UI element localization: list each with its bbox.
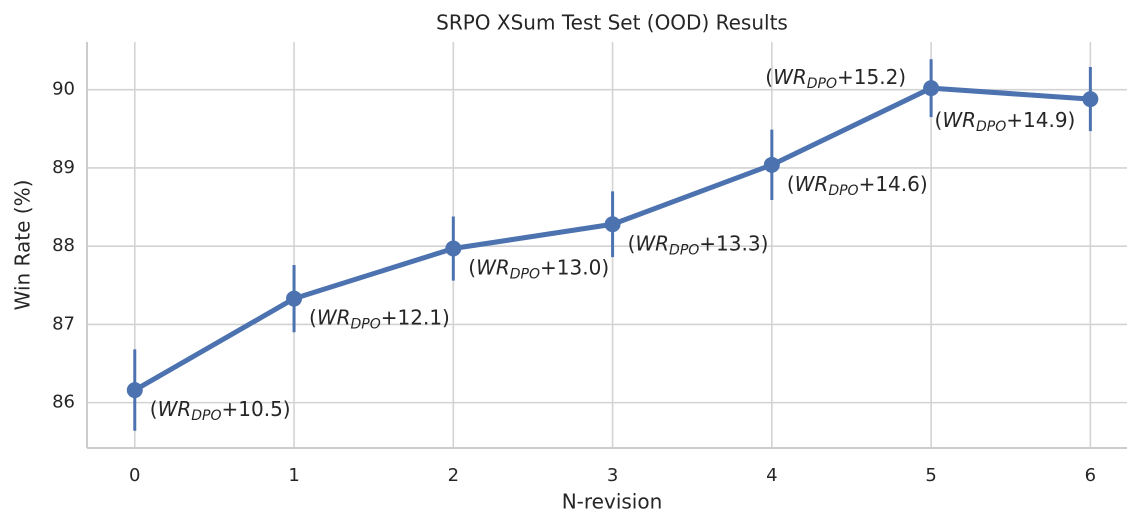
annotation-part: +14.9) bbox=[1006, 108, 1075, 132]
annotation-sub: DPO bbox=[510, 267, 540, 283]
point bbox=[763, 156, 780, 173]
y-tick-label: 86 bbox=[52, 392, 75, 413]
x-tick-label: 0 bbox=[129, 465, 140, 486]
annotation-part: ( bbox=[765, 65, 773, 89]
annotation-part: +13.3) bbox=[699, 231, 768, 255]
annotation-var: WR bbox=[635, 231, 669, 255]
x-tick-label: 1 bbox=[288, 465, 299, 486]
annotation-var: WR bbox=[317, 305, 351, 329]
y-axis-label: Win Rate (%) bbox=[11, 180, 35, 311]
x-tick-label: 5 bbox=[925, 465, 936, 486]
annotation-part: +13.0) bbox=[540, 255, 609, 279]
annotation: (WRDPO+12.1) bbox=[309, 305, 450, 333]
annotation-sub: DPO bbox=[807, 76, 837, 92]
y-tick-label: 90 bbox=[52, 79, 75, 100]
point bbox=[1082, 91, 1099, 108]
annotation-part: ( bbox=[628, 231, 636, 255]
annotation: (WRDPO+13.0) bbox=[468, 255, 609, 283]
point bbox=[923, 80, 940, 97]
annotation-part: +10.5) bbox=[222, 397, 291, 421]
annotation-var: WR bbox=[773, 65, 807, 89]
annotation-part: +14.6) bbox=[859, 171, 928, 195]
annotation: (WRDPO+15.2) bbox=[765, 65, 906, 93]
annotation-var: WR bbox=[795, 171, 829, 195]
annotation-part: ( bbox=[787, 171, 795, 195]
x-tick-label: 3 bbox=[607, 465, 618, 486]
y-tick-label: 87 bbox=[52, 313, 75, 334]
point bbox=[445, 240, 462, 257]
annotation: (WRDPO+14.6) bbox=[787, 171, 928, 199]
annotation-sub: DPO bbox=[191, 408, 221, 424]
annotation-part: ( bbox=[150, 397, 158, 421]
y-tick-label: 89 bbox=[52, 157, 75, 178]
annotation-sub: DPO bbox=[669, 242, 699, 258]
annotation-sub: DPO bbox=[976, 119, 1006, 135]
annotation-part: +15.2) bbox=[837, 65, 906, 89]
annotation-var: WR bbox=[476, 255, 510, 279]
x-tick-label: 4 bbox=[766, 465, 777, 486]
annotation-sub: DPO bbox=[351, 317, 381, 333]
annotation: (WRDPO+10.5) bbox=[150, 397, 291, 425]
point bbox=[126, 382, 143, 399]
annotation-var: WR bbox=[158, 397, 192, 421]
annotation-part: ( bbox=[935, 108, 943, 132]
annotation-part: ( bbox=[468, 255, 476, 279]
x-tick-label: 6 bbox=[1085, 465, 1096, 486]
annotation: (WRDPO+13.3) bbox=[628, 231, 769, 259]
x-tick-label: 2 bbox=[448, 465, 459, 486]
y-tick-label: 88 bbox=[52, 235, 75, 256]
point bbox=[604, 216, 621, 233]
annotation-part: +12.1) bbox=[381, 305, 450, 329]
annotation-sub: DPO bbox=[828, 183, 858, 199]
annotation-part: ( bbox=[309, 305, 317, 329]
chart-title: SRPO XSum Test Set (OOD) Results bbox=[436, 11, 788, 35]
annotation-var: WR bbox=[942, 108, 976, 132]
point bbox=[286, 290, 303, 307]
annotation: (WRDPO+14.9) bbox=[935, 108, 1076, 136]
x-axis-label: N-revision bbox=[562, 490, 663, 513]
